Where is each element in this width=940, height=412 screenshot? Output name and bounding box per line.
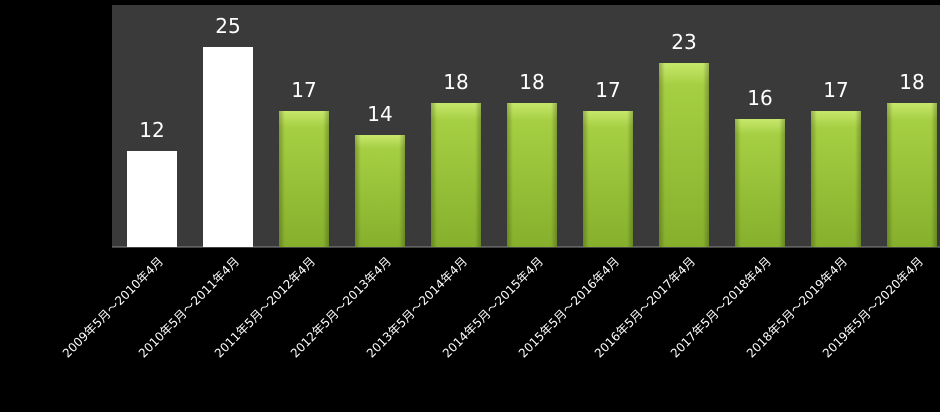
bar-shade-3 — [355, 135, 405, 247]
bar-shade-4 — [431, 103, 481, 247]
data-label-10: 18 — [899, 70, 924, 94]
bar-1 — [203, 47, 253, 247]
data-label-8: 16 — [747, 86, 772, 110]
data-label-6: 17 — [595, 78, 620, 102]
bar-shade-9 — [811, 111, 861, 247]
data-label-4: 18 — [443, 70, 468, 94]
bar-shade-2 — [279, 111, 329, 247]
data-label-3: 14 — [367, 102, 392, 126]
data-label-2: 17 — [291, 78, 316, 102]
data-label-7: 23 — [671, 30, 696, 54]
bar-shade-5 — [507, 103, 557, 247]
data-label-5: 18 — [519, 70, 544, 94]
bar-shade-10 — [887, 103, 937, 247]
bar-0 — [127, 151, 177, 247]
data-label-1: 25 — [215, 14, 240, 38]
data-label-0: 12 — [139, 118, 164, 142]
data-label-9: 17 — [823, 78, 848, 102]
bar-shade-7 — [659, 63, 709, 247]
bar-shade-6 — [583, 111, 633, 247]
bar-shade-8 — [735, 119, 785, 247]
